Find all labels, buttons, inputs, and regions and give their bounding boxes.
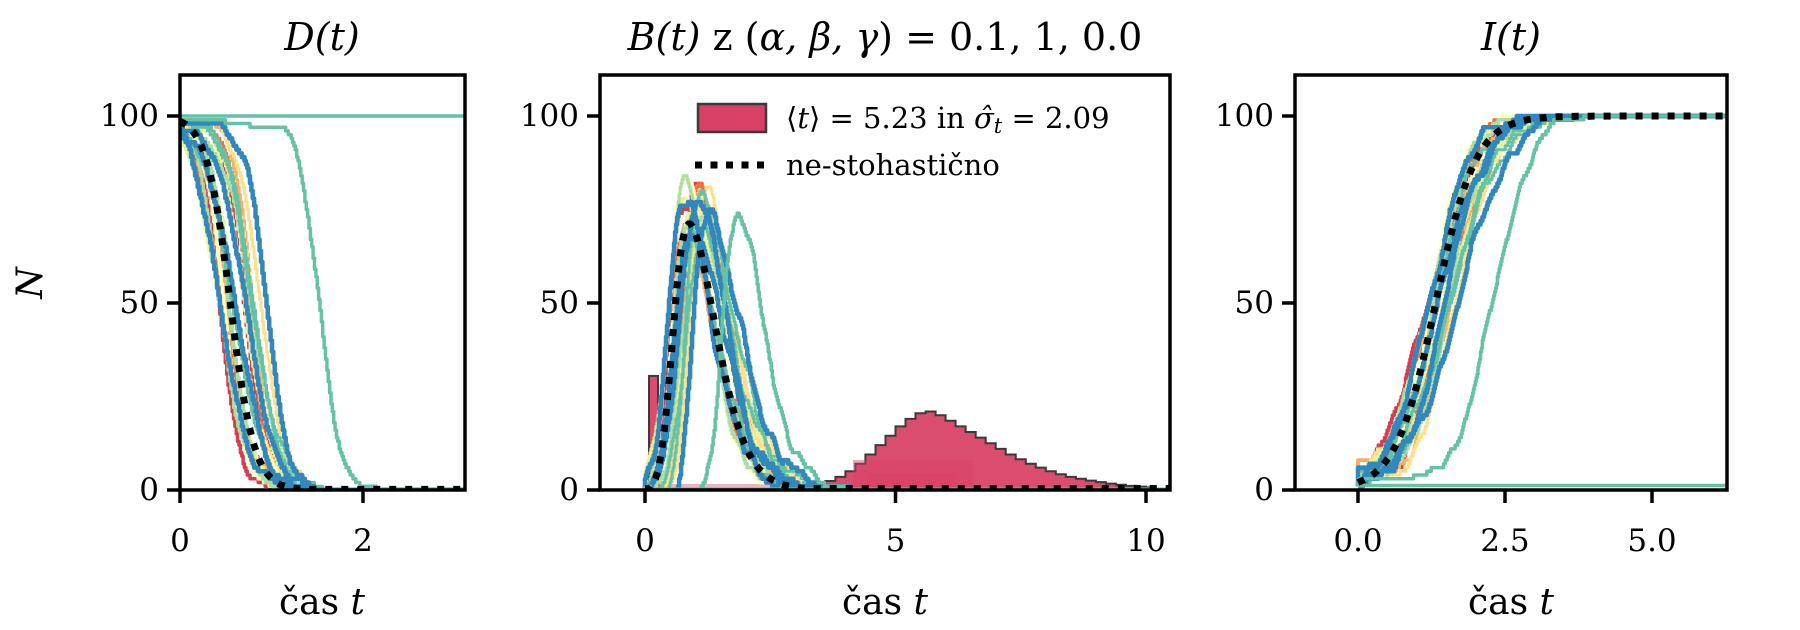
axes-frame bbox=[178, 73, 467, 492]
legend-entry-nonstochastic: ne-stohastično bbox=[786, 148, 1000, 182]
realization-curve bbox=[180, 119, 465, 490]
panel-title-B: B(t) z (α, β, γ) = 0.1, 1, 0.0 bbox=[627, 15, 1143, 59]
y-tick-label: 50 bbox=[540, 285, 579, 321]
deterministic-dotted-curve bbox=[645, 220, 1170, 490]
realization-curve bbox=[180, 118, 465, 490]
x-tick-label: 10 bbox=[1126, 523, 1165, 559]
y-axis-label: N bbox=[10, 266, 51, 300]
x-tick-label: 0 bbox=[170, 523, 190, 559]
realization-curve bbox=[643, 189, 1170, 490]
legend: ⟨t⟩ = 5.23 in σ̂t = 2.09 ne-stohastično bbox=[695, 101, 1110, 182]
realization-curve bbox=[642, 207, 1170, 490]
panel-title-D: D(t) bbox=[283, 15, 359, 59]
realization-curve bbox=[643, 211, 1170, 490]
axes-frame bbox=[598, 73, 1172, 492]
realization-curve bbox=[180, 119, 465, 490]
legend-swatch-histogram bbox=[696, 102, 768, 134]
deterministic-curve-I bbox=[1356, 112, 1727, 486]
legend-entry-mean-std: ⟨t⟩ = 5.23 in σ̂t = 2.09 bbox=[786, 101, 1110, 138]
x-axis-label-B: čas t bbox=[842, 582, 929, 623]
realization-curve bbox=[642, 199, 1170, 490]
realization-curve bbox=[1356, 114, 1727, 487]
stochastic-runs-D bbox=[180, 114, 465, 490]
realization-curve bbox=[180, 117, 465, 490]
realization-curve bbox=[180, 118, 465, 490]
y-tick-label: 100 bbox=[520, 98, 579, 134]
panel-title-I: I(t) bbox=[1480, 15, 1541, 59]
y-tick-label: 0 bbox=[139, 472, 159, 508]
realization-curve bbox=[1356, 114, 1727, 487]
realization-curve bbox=[1355, 113, 1727, 487]
x-tick-label: 0.0 bbox=[1333, 523, 1382, 559]
x-tick-label: 5 bbox=[886, 523, 906, 559]
y-tick-label: 0 bbox=[559, 472, 579, 508]
deterministic-curve-B bbox=[645, 220, 1170, 490]
realization-curve bbox=[642, 199, 1170, 490]
realization-curve bbox=[180, 119, 465, 490]
deterministic-dotted-curve bbox=[1356, 112, 1727, 486]
histogram-overlay bbox=[867, 473, 956, 490]
x-axis-label-D: čas t bbox=[279, 582, 366, 623]
histogram-overlay bbox=[660, 484, 853, 490]
y-tick-label: 100 bbox=[1215, 98, 1274, 134]
y-tick-label: 0 bbox=[1254, 472, 1274, 508]
stochastic-runs-I bbox=[1355, 113, 1727, 489]
extinction-time-histogram bbox=[648, 374, 1157, 490]
histogram-outline bbox=[794, 410, 1157, 490]
y-tick-label: 50 bbox=[120, 285, 159, 321]
realization-curve bbox=[1358, 113, 1727, 489]
y-tick-label: 100 bbox=[100, 98, 159, 134]
realization-curve bbox=[180, 119, 465, 490]
x-tick-label: 0 bbox=[635, 523, 655, 559]
x-tick-label: 2 bbox=[353, 523, 373, 559]
y-tick-label: 50 bbox=[1235, 285, 1274, 321]
x-tick-label: 2.5 bbox=[1480, 523, 1529, 559]
x-tick-label: 5.0 bbox=[1627, 523, 1676, 559]
x-axis-label-I: čas t bbox=[1468, 582, 1555, 623]
axes-frame bbox=[1293, 73, 1729, 492]
